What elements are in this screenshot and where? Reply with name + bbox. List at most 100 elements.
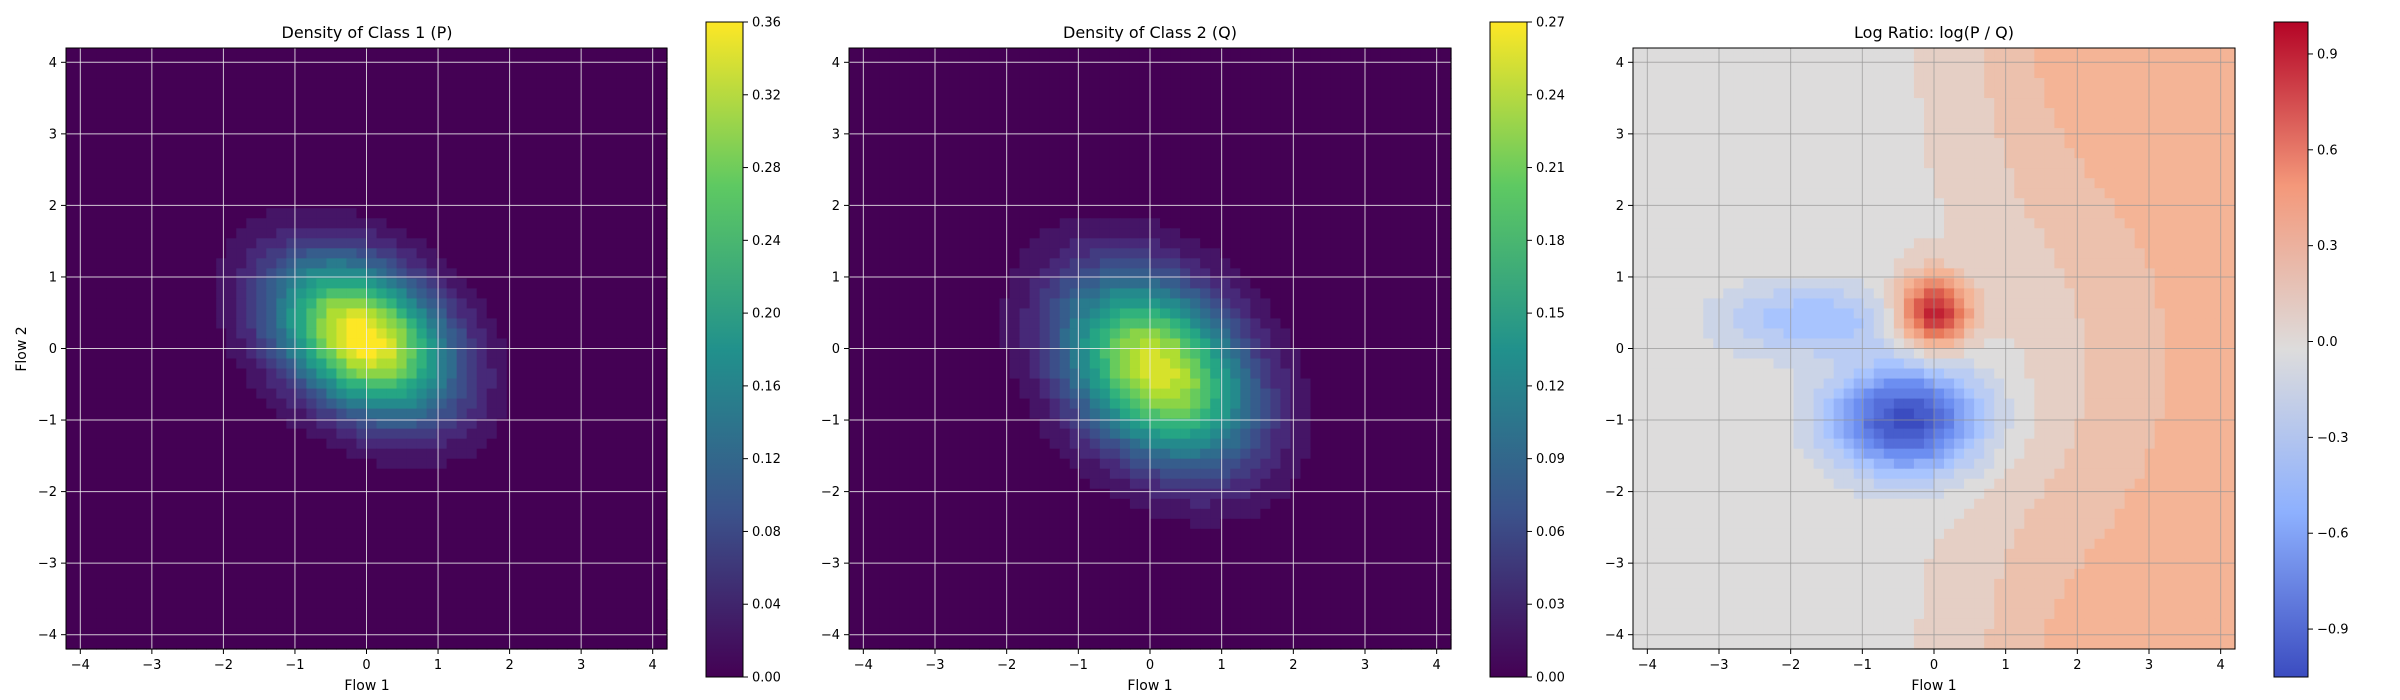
heatmap-cell: [136, 368, 147, 380]
heatmap-cell: [336, 78, 348, 89]
heatmap-cell: [1380, 188, 1392, 199]
heatmap-cell: [226, 188, 237, 199]
x-tick-label: 4: [649, 658, 657, 673]
heatmap-cell: [446, 408, 458, 420]
heatmap-cell: [396, 258, 408, 269]
heatmap-cell: [446, 558, 458, 570]
heatmap-cell: [166, 158, 177, 169]
heatmap-cell: [206, 388, 217, 400]
heatmap-cell: [296, 578, 307, 590]
heatmap-cell: [1440, 98, 1452, 109]
heatmap-cell: [396, 528, 408, 540]
heatmap-cell: [156, 238, 167, 249]
heatmap-cell: [626, 578, 638, 590]
heatmap-cell: [1170, 98, 1181, 109]
heatmap-cell: [126, 608, 137, 620]
heatmap-cell: [236, 398, 247, 410]
heatmap-cell: [226, 308, 237, 320]
heatmap-cell: [366, 228, 378, 239]
heatmap-cell: [216, 318, 227, 330]
heatmap-cell: [486, 58, 498, 69]
heatmap-cell: [66, 538, 77, 550]
heatmap-cell: [889, 228, 900, 239]
heatmap-cell: [306, 228, 318, 239]
heatmap-cell: [306, 148, 318, 159]
heatmap-cell: [226, 48, 237, 59]
heatmap-cell: [466, 408, 478, 420]
heatmap-cell: [476, 308, 488, 320]
heatmap-cell: [76, 568, 87, 580]
heatmap-cell: [226, 298, 237, 310]
heatmap-cell: [226, 328, 237, 340]
heatmap-cell: [326, 608, 338, 620]
heatmap-cell: [1300, 158, 1312, 169]
heatmap-cell: [96, 58, 107, 69]
heatmap-cell: [486, 288, 498, 300]
heatmap-cell: [246, 378, 257, 390]
heatmap-cell: [1420, 238, 1432, 249]
heatmap-cell: [546, 438, 558, 450]
heatmap-cell: [466, 398, 478, 410]
heatmap-cell: [556, 418, 568, 430]
heatmap-cell: [1250, 78, 1261, 89]
heatmap-cell: [456, 608, 468, 620]
heatmap-cell: [989, 88, 1001, 99]
heatmap-cell: [326, 578, 338, 590]
heatmap-cell: [386, 258, 398, 269]
heatmap-cell: [1370, 88, 1382, 99]
heatmap-cell: [376, 118, 388, 129]
heatmap-cell: [446, 88, 458, 99]
heatmap-cell: [316, 478, 328, 490]
heatmap-cell: [596, 458, 608, 470]
heatmap-cell: [266, 438, 277, 450]
heatmap-cell: [859, 78, 870, 89]
heatmap-cell: [556, 178, 568, 189]
heatmap-cell: [316, 338, 328, 350]
heatmap-cell: [216, 508, 227, 520]
heatmap-cell: [266, 48, 277, 59]
heatmap-cell: [466, 498, 478, 510]
heatmap-cell: [86, 258, 97, 269]
heatmap-cell: [1440, 198, 1452, 209]
heatmap-cell: [166, 248, 177, 259]
heatmap-cell: [526, 58, 538, 69]
heatmap-cell: [526, 408, 538, 420]
heatmap-cell: [376, 148, 388, 159]
heatmap-cell: [266, 88, 277, 99]
heatmap-cell: [456, 408, 468, 420]
heatmap-cell: [496, 198, 508, 209]
heatmap-cell: [396, 398, 408, 410]
heatmap-cell: [626, 388, 638, 400]
heatmap-cell: [426, 378, 438, 390]
heatmap-cell: [476, 588, 488, 600]
heatmap-cell: [969, 198, 981, 209]
heatmap-cell: [1200, 138, 1211, 149]
heatmap-cell: [176, 418, 187, 430]
heatmap-cell: [1320, 68, 1332, 79]
heatmap-cell: [226, 428, 237, 440]
heatmap-cell: [566, 498, 578, 510]
heatmap-cell: [386, 478, 398, 490]
heatmap-cell: [236, 238, 247, 249]
heatmap-cell: [296, 178, 307, 189]
heatmap-cell: [326, 108, 338, 119]
heatmap-cell: [196, 438, 207, 450]
heatmap-cell: [336, 198, 348, 209]
heatmap-cell: [1420, 198, 1432, 209]
heatmap-cell: [506, 98, 518, 109]
heatmap-cell: [869, 218, 880, 229]
heatmap-cell: [416, 428, 428, 440]
heatmap-cell: [506, 398, 518, 410]
heatmap-cell: [116, 448, 127, 460]
heatmap-cell: [456, 458, 468, 470]
heatmap-cell: [436, 348, 448, 360]
heatmap-cell: [969, 228, 981, 239]
heatmap-cell: [236, 148, 247, 159]
heatmap-cell: [346, 568, 358, 580]
heatmap-cell: [366, 368, 378, 380]
heatmap-cell: [256, 248, 267, 259]
heatmap-cell: [396, 88, 408, 99]
heatmap-cell: [596, 348, 608, 360]
heatmap-cell: [576, 468, 588, 480]
heatmap-cell: [496, 498, 508, 510]
